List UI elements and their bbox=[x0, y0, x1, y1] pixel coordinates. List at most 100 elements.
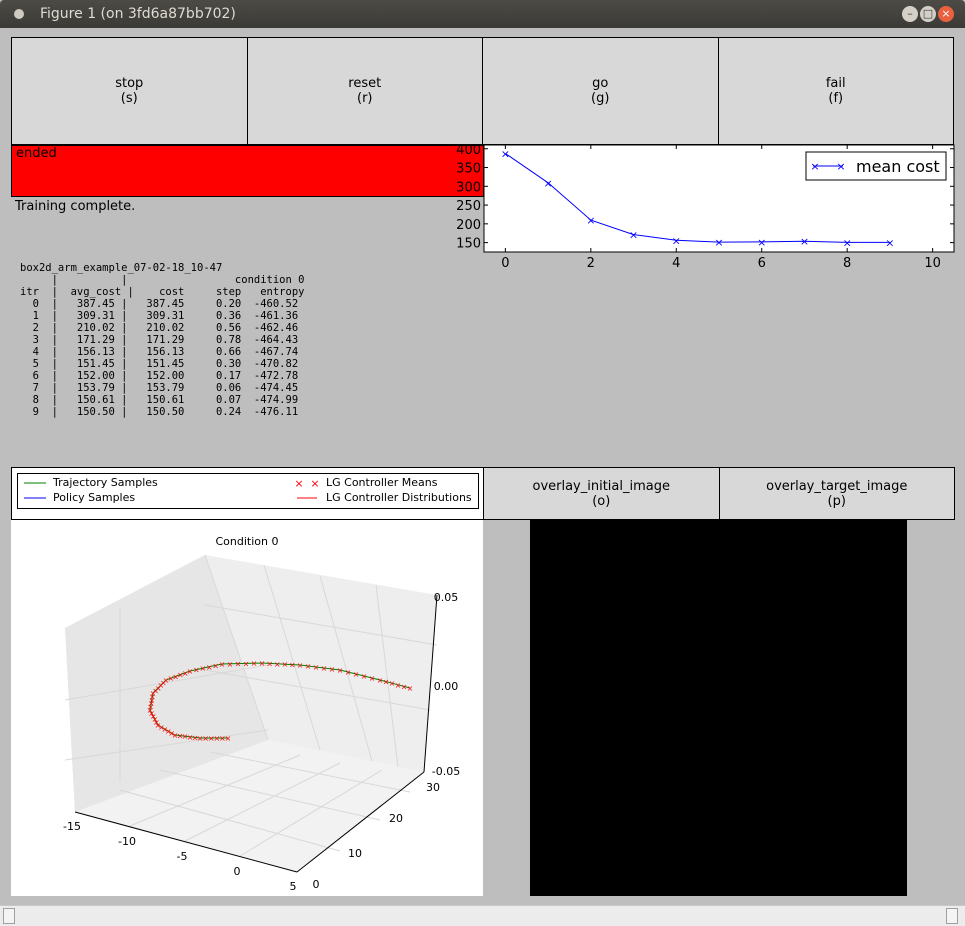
lg-controller-mean-marker: × bbox=[149, 692, 156, 701]
lg-controller-mean-marker: × bbox=[157, 681, 164, 690]
lg-controller-mean-marker: × bbox=[227, 660, 234, 669]
lg-controller-mean-marker: × bbox=[219, 734, 226, 743]
log-row: 7 | 153.79 | 153.79 0.06 -474.45 bbox=[20, 382, 299, 394]
lg-controller-mean-marker: × bbox=[177, 671, 184, 680]
cost-legend: × × mean cost bbox=[805, 151, 947, 181]
mean-cost-point: × bbox=[800, 235, 809, 248]
lg-controller-mean-marker: × bbox=[208, 734, 215, 743]
close-icon[interactable]: × bbox=[938, 6, 954, 22]
lg-controller-mean-marker: × bbox=[182, 732, 189, 741]
resize-handle-left[interactable] bbox=[3, 908, 15, 924]
overlay-target-label: overlay_target_image bbox=[766, 478, 908, 494]
lg-controller-mean-marker: × bbox=[259, 659, 266, 668]
plot3d-title: Condition 0 bbox=[216, 535, 279, 548]
lg-controller-mean-marker: × bbox=[202, 734, 209, 743]
grid-line bbox=[119, 789, 341, 852]
log-row: 3 | 171.29 | 171.29 0.78 -464.43 bbox=[20, 334, 299, 346]
cost-legend-marker: × bbox=[810, 160, 819, 173]
lg-controller-mean-marker: × bbox=[235, 660, 242, 669]
overlay-initial-image-button[interactable]: overlay_initial_image (o) bbox=[483, 467, 720, 520]
y-tick-label: 150 bbox=[456, 237, 481, 252]
legend-lg-dist-label: LG Controller Distributions bbox=[326, 491, 472, 504]
status-message: Training complete. bbox=[15, 199, 136, 214]
grid-line bbox=[209, 751, 411, 793]
x-tick-label: 8 bbox=[843, 256, 851, 271]
status-bar bbox=[0, 905, 965, 926]
reset-label: reset bbox=[348, 76, 382, 91]
stop-key: (s) bbox=[120, 91, 138, 106]
lg-controller-mean-marker: × bbox=[155, 684, 162, 693]
grid-line bbox=[64, 729, 269, 761]
minimize-icon[interactable]: – bbox=[902, 6, 918, 22]
grid-line bbox=[204, 554, 269, 741]
lg-controller-mean-marker: × bbox=[147, 703, 154, 712]
z-tick-label: 0.05 bbox=[434, 591, 459, 604]
lg-controller-mean-marker: × bbox=[147, 706, 154, 715]
lg-controller-mean-marker: × bbox=[148, 709, 155, 718]
reset-button[interactable]: reset (r) bbox=[246, 37, 483, 145]
y-tick-label: 250 bbox=[456, 199, 481, 214]
y-tick-label: 350 bbox=[456, 162, 481, 177]
resize-handle-right[interactable] bbox=[946, 908, 958, 924]
overlay-buttons: overlay_initial_image (o) overlay_target… bbox=[483, 467, 955, 520]
training-log: box2d_arm_example_07-02-18_10-47 | | con… bbox=[20, 262, 304, 418]
overlay-initial-key: (o) bbox=[592, 493, 611, 509]
lg-controller-mean-marker: × bbox=[395, 681, 402, 690]
grid-line bbox=[375, 584, 399, 768]
lg-controller-mean-marker: × bbox=[165, 727, 172, 736]
go-label: go bbox=[592, 76, 609, 91]
cost-legend-marker: × bbox=[836, 160, 845, 173]
stop-button[interactable]: stop (s) bbox=[11, 37, 248, 145]
mean-cost-point: × bbox=[714, 236, 723, 249]
image-display bbox=[530, 520, 907, 896]
status-box: ended bbox=[11, 145, 484, 197]
grid-line bbox=[239, 769, 383, 857]
go-key: (g) bbox=[591, 91, 610, 106]
lg-controller-mean-marker: × bbox=[361, 672, 368, 681]
window-titlebar: Figure 1 (on 3fd6a87bb702) – □ × bbox=[0, 0, 965, 28]
z-tick-label: 0.00 bbox=[434, 680, 459, 693]
go-button[interactable]: go (g) bbox=[482, 37, 719, 145]
lg-controller-mean-marker: × bbox=[148, 696, 155, 705]
lg-controller-mean-marker: × bbox=[401, 682, 408, 691]
lg-controller-mean-marker: × bbox=[192, 733, 199, 742]
lg-controller-mean-marker: × bbox=[172, 731, 179, 740]
log-row: 5 | 151.45 | 151.45 0.30 -470.82 bbox=[20, 358, 299, 370]
window-menu-icon[interactable] bbox=[14, 9, 24, 19]
lg-controller-mean-marker: × bbox=[274, 660, 281, 669]
x-tick-label: 2 bbox=[587, 256, 595, 271]
y-tick-label: 10 bbox=[348, 847, 362, 860]
lg-controller-mean-marker: × bbox=[206, 663, 213, 672]
lg-controller-mean-marker: × bbox=[182, 669, 189, 678]
lg-controller-mean-marker: × bbox=[160, 679, 167, 688]
lg-controller-mean-marker: × bbox=[152, 686, 159, 695]
y-tick-label: 30 bbox=[426, 781, 440, 794]
grid-line bbox=[204, 604, 438, 646]
legend-policy-label: Policy Samples bbox=[53, 491, 136, 504]
cost-legend-label: mean cost bbox=[856, 157, 940, 176]
legend-trajectory-label: Trajectory Samples bbox=[53, 476, 158, 489]
fail-key: (f) bbox=[828, 91, 844, 106]
grid-line bbox=[64, 664, 269, 701]
log-row: 2 | 210.02 | 210.02 0.56 -462.46 bbox=[20, 322, 299, 334]
grid-line bbox=[129, 754, 301, 827]
x-tick-label: -10 bbox=[118, 835, 136, 848]
trajectory-sample-line bbox=[149, 662, 411, 739]
grid-line bbox=[319, 575, 373, 762]
lg-controller-mean-marker: × bbox=[213, 734, 220, 743]
grid-line bbox=[184, 762, 341, 842]
trajectory-legend-inner: × × Trajectory Samples Policy Samples LG… bbox=[17, 473, 479, 509]
fail-button[interactable]: fail (f) bbox=[717, 37, 954, 145]
lg-controller-mean-marker: × bbox=[321, 664, 328, 673]
maximize-icon[interactable]: □ bbox=[920, 6, 936, 22]
overlay-target-image-button[interactable]: overlay_target_image (p) bbox=[718, 467, 955, 520]
grid-line bbox=[263, 564, 321, 751]
lg-controller-mean-marker: × bbox=[305, 662, 312, 671]
x-tick-label: 0 bbox=[501, 256, 509, 271]
lg-controller-mean-marker: × bbox=[150, 712, 157, 721]
lg-controller-mean-marker: × bbox=[161, 725, 168, 734]
lg-controller-mean-marker: × bbox=[193, 666, 200, 675]
y-tick-label: 20 bbox=[389, 812, 403, 825]
legend-swatches: × × bbox=[24, 477, 320, 499]
lg-controller-mean-marker: × bbox=[337, 666, 344, 675]
